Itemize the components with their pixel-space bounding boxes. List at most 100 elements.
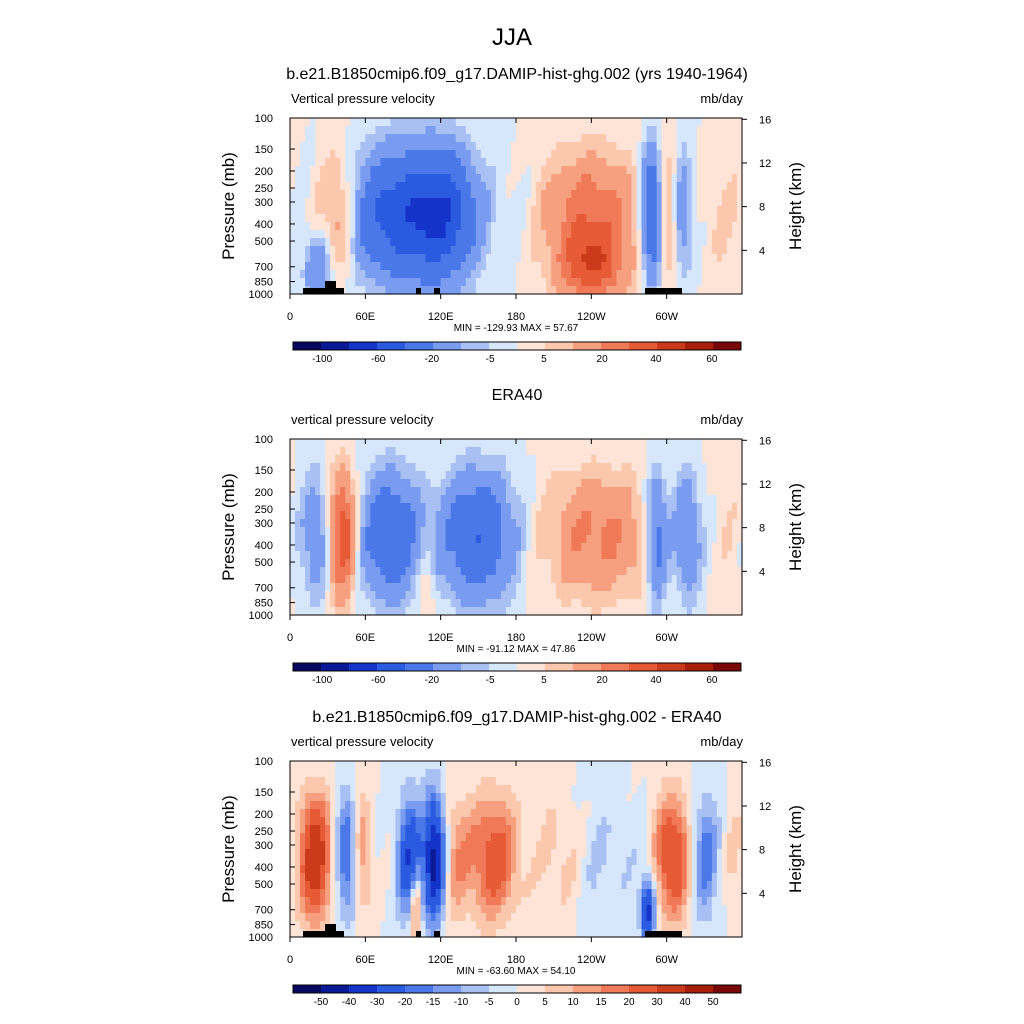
heatmap-cell — [365, 190, 371, 199]
heatmap-cell — [435, 913, 442, 922]
heatmap-cell — [651, 214, 658, 223]
heatmap-cell — [300, 166, 306, 175]
heatmap-cell — [716, 134, 723, 143]
heatmap-cell — [596, 543, 602, 552]
heatmap-cell — [345, 825, 351, 834]
heatmap-cell — [621, 487, 628, 496]
heatmap-cell — [435, 447, 442, 456]
heatmap-cell — [701, 126, 708, 135]
heatmap-cell — [505, 190, 512, 199]
heatmap-cell — [576, 126, 582, 135]
heatmap-cell — [711, 455, 718, 464]
heatmap-cell — [445, 238, 452, 247]
heatmap-cell — [485, 495, 492, 504]
heatmap-cell — [536, 447, 542, 456]
heatmap-cell — [410, 761, 417, 770]
heatmap-cell — [636, 487, 643, 496]
heatmap-cell — [330, 487, 336, 496]
heatmap-cell — [641, 487, 648, 496]
heatmap-cell — [581, 567, 587, 576]
heatmap-cell — [470, 262, 477, 271]
heatmap-cell — [455, 777, 462, 786]
heatmap-cell — [526, 134, 532, 143]
heatmap-cell — [561, 559, 567, 568]
heatmap-cell — [465, 551, 472, 560]
heatmap-cell — [455, 206, 462, 215]
heatmap-cell — [736, 246, 743, 255]
heatmap-cell — [415, 246, 422, 255]
heatmap-cell — [430, 262, 437, 271]
heatmap-cell — [435, 817, 442, 826]
heatmap-cell — [480, 126, 487, 135]
heatmap-cell — [571, 150, 577, 159]
heatmap-cell — [340, 182, 346, 191]
heatmap-cell — [430, 463, 437, 472]
heatmap-cell — [480, 841, 487, 850]
topography — [337, 288, 343, 294]
heatmap-cell — [445, 134, 452, 143]
heatmap-cell — [495, 142, 502, 151]
heatmap-cell — [385, 769, 392, 778]
heatmap-cell — [425, 503, 432, 512]
heatmap-cell — [475, 833, 482, 842]
heatmap-cell — [425, 849, 432, 858]
heatmap-cell — [305, 905, 311, 914]
heatmap-cell — [425, 567, 432, 576]
heatmap-cell — [676, 174, 683, 183]
heatmap-cell — [510, 583, 517, 592]
heatmap-cell — [626, 527, 633, 536]
heatmap-cell — [495, 575, 502, 584]
heatmap-cell — [290, 873, 296, 882]
heatmap-cell — [310, 142, 316, 151]
heatmap-cell — [335, 166, 341, 175]
heatmap-cell — [546, 543, 552, 552]
heatmap-cell — [315, 238, 321, 247]
heatmap-cell — [646, 479, 653, 488]
heatmap-cell — [415, 447, 422, 456]
heatmap-cell — [480, 447, 487, 456]
colorbar-label: 20 — [597, 354, 609, 365]
heatmap-cell — [365, 118, 371, 127]
heatmap-cell — [631, 503, 638, 512]
heatmap-cell — [475, 198, 482, 207]
heatmap-cell — [465, 238, 472, 247]
heatmap-cell — [445, 583, 452, 592]
heatmap-cell — [465, 865, 472, 874]
heatmap-cell — [521, 150, 527, 159]
heatmap-cell — [470, 214, 477, 223]
heatmap-cell — [335, 198, 341, 207]
heatmap-cell — [621, 519, 628, 528]
heatmap-cell — [546, 118, 552, 127]
heatmap-cell — [541, 543, 547, 552]
heatmap-cell — [430, 278, 437, 287]
heatmap-cell — [335, 463, 341, 472]
heatmap-cell — [706, 198, 713, 207]
heatmap-cell — [721, 254, 728, 263]
heatmap-cell — [325, 447, 331, 456]
heatmap-cell — [475, 503, 482, 512]
heatmap-cell — [571, 270, 577, 279]
heatmap-cell — [556, 262, 562, 271]
heatmap-cell — [716, 471, 723, 480]
heatmap-cell — [315, 471, 321, 480]
heatmap-cell — [526, 519, 532, 528]
heatmap-cell — [370, 591, 376, 600]
heatmap-cell — [310, 150, 316, 159]
heatmap-cell — [335, 503, 341, 512]
heatmap-cell — [445, 777, 452, 786]
heatmap-cell — [420, 793, 427, 802]
heatmap-cell — [320, 246, 326, 255]
heatmap-cell — [485, 769, 492, 778]
heatmap-cell — [430, 238, 437, 247]
heatmap-cell — [410, 495, 417, 504]
heatmap-cell — [290, 607, 296, 616]
heatmap-cell — [556, 487, 562, 496]
heatmap-cell — [561, 150, 567, 159]
heatmap-cell — [430, 543, 437, 552]
heatmap-cell — [420, 126, 427, 135]
heatmap-cell — [671, 206, 678, 215]
heatmap-cell — [581, 118, 587, 127]
heatmap-cell — [651, 479, 658, 488]
heatmap-cell — [370, 913, 376, 922]
heatmap-cell — [425, 254, 432, 263]
